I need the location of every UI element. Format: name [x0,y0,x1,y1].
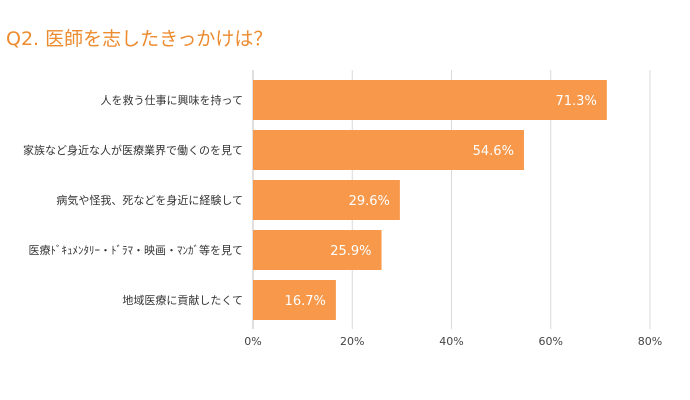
data-label: 25.9% [330,244,371,259]
category-label: 地域医療に貢献したくて [122,293,243,307]
category-label: 人を救う仕事に興味を持って [101,93,243,107]
category-label: 医療ﾄﾞｷｭﾒﾝﾀﾘｰ・ﾄﾞﾗﾏ・映画・ﾏﾝｶﾞ等を見て [29,243,244,257]
data-label: 54.6% [473,144,514,159]
x-tick-label: 80% [638,335,662,348]
bar [253,130,524,170]
data-label: 16.7% [285,294,326,309]
category-label: 家族など身近な人が医療業界で働くのを見て [23,143,243,157]
bar [253,230,382,270]
bar [253,80,607,120]
x-tick-label: 40% [439,335,463,348]
bar [253,280,336,320]
bar [253,180,400,220]
x-tick-label: 60% [539,335,563,348]
category-label: 病気や怪我、死などを身近に経験して [56,193,243,207]
data-label: 71.3% [556,94,597,109]
x-tick-label: 0% [244,335,261,348]
chart-title: Q2. 医師を志したきっかけは？ [6,28,273,50]
data-label: 29.6% [349,194,390,209]
x-tick-label: 20% [340,335,364,348]
